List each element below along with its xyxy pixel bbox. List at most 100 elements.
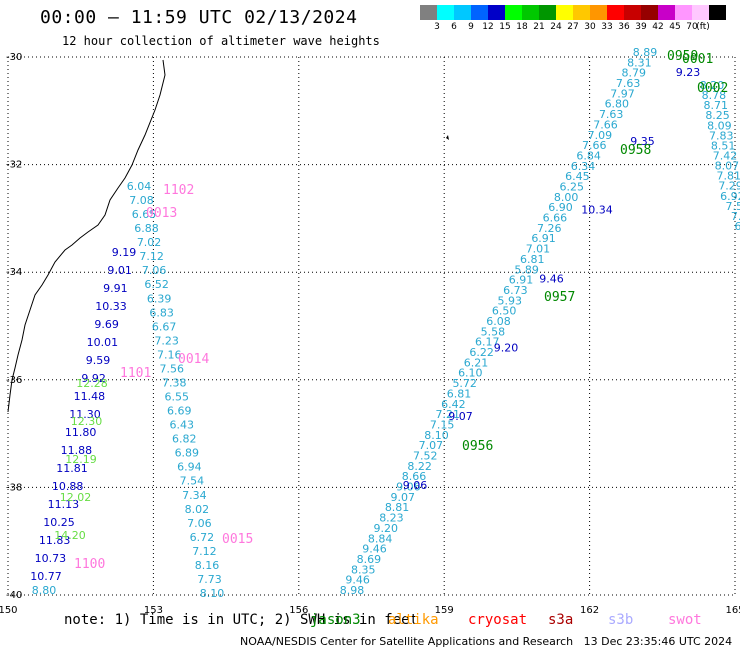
- pass-time-label: 0958: [620, 143, 651, 158]
- swh-label: 9.59: [86, 354, 111, 367]
- swh-label: 6.65: [132, 208, 157, 221]
- swh-label: 7.15: [430, 418, 455, 431]
- scale-label: 42: [652, 22, 664, 32]
- swh-label: 6.21: [464, 356, 489, 369]
- swh-label: 7.83: [709, 129, 734, 142]
- swh-label: 9.92: [81, 372, 106, 385]
- lon-tick-label: 156: [289, 605, 308, 616]
- swh-label: 6.84: [576, 149, 601, 162]
- swh-label: 6.89: [175, 447, 200, 460]
- swh-label: 6.22: [469, 346, 494, 359]
- swh-label: 8.10: [200, 587, 225, 600]
- satellite-name: jason3: [310, 612, 361, 628]
- pass-time-label: 0013: [146, 206, 177, 221]
- swh-label: 5.58: [481, 325, 506, 338]
- swh-label: 8.69: [357, 553, 382, 566]
- swh-label: 6.72: [190, 531, 215, 544]
- swh-label: 12.30: [71, 415, 103, 428]
- swh-label: 7.66: [593, 118, 618, 131]
- swh-label: 6.83: [149, 306, 174, 319]
- swh-label: 11.83: [39, 534, 71, 547]
- lat-tick-label: -32: [6, 160, 22, 171]
- scale-label: 36: [618, 22, 630, 32]
- satellite-name: altika: [388, 612, 439, 628]
- scale-label: 18: [516, 22, 528, 32]
- scale-label: 9: [468, 22, 474, 32]
- swh-label: 7.52: [413, 450, 438, 463]
- swh-label: 8.25: [705, 109, 730, 122]
- swh-label: 8.81: [385, 501, 410, 514]
- scale-swatch: [675, 5, 692, 20]
- swh-label: 7.42: [713, 150, 738, 163]
- map-title: 00:00 – 11:59 UTC 02/13/2024: [40, 7, 358, 28]
- pass-time-label: 0959: [667, 49, 698, 64]
- swh-label: 6: [735, 220, 740, 233]
- scale-swatch: [641, 5, 658, 20]
- swh-label: 8.78: [702, 89, 727, 102]
- scale-swatch: [692, 5, 709, 20]
- swh-label: 8.98: [340, 584, 365, 597]
- scale-label: 39: [635, 22, 647, 32]
- swh-label: 8.66: [402, 470, 427, 483]
- scale-swatch: [437, 5, 454, 20]
- swh-label: 7.29: [718, 180, 740, 193]
- swh-label: 6.92: [720, 190, 740, 203]
- lon-tick-label: 153: [144, 605, 163, 616]
- swh-label: 7.12: [192, 545, 217, 558]
- swh-label: 8.07: [715, 160, 740, 173]
- satellite-name: swot: [668, 612, 702, 628]
- swh-label: 11.80: [65, 426, 97, 439]
- swh-label: 8.16: [195, 559, 220, 572]
- swh-label: 6.43: [170, 419, 195, 432]
- pass-time-label: 1101: [120, 366, 151, 381]
- scale-swatch: [522, 5, 539, 20]
- satellite-name: s3a: [548, 612, 574, 628]
- pass-time-label: 0956: [462, 439, 493, 454]
- swh-label: 7.73: [197, 573, 222, 586]
- scale-label: 3: [434, 22, 440, 32]
- scale-swatch: [624, 5, 641, 20]
- swh-label: 6.67: [152, 320, 177, 333]
- swh-label: 6.39: [147, 292, 172, 305]
- scale-swatch: [471, 5, 488, 20]
- lat-lon-grid: 150 153 156 159 162 165 -30 -32 -34 -36 -38 -40: [0, 52, 740, 616]
- coastline: [7, 59, 166, 413]
- swh-label: 10.34: [581, 204, 613, 217]
- swh-label: 14.20: [54, 529, 86, 542]
- scale-swatch: [709, 5, 726, 20]
- swh-label: 7.: [731, 210, 740, 223]
- swh-label: 9.01: [107, 264, 132, 277]
- scale-swatch: [590, 5, 607, 20]
- swh-label: 12.28: [76, 377, 108, 390]
- swh-label: 8.22: [407, 460, 432, 473]
- swh-label: 8.10: [424, 429, 449, 442]
- scale-swatch: [658, 5, 675, 20]
- swh-label: 8.31: [627, 56, 652, 69]
- swh-label: 6.42: [441, 398, 466, 411]
- swh-label: 8.23: [379, 512, 404, 525]
- swh-label: 7.21: [436, 408, 461, 421]
- swh-label: 7.06: [187, 517, 212, 530]
- map-subtitle: 12 hour collection of altimeter wave hei…: [62, 34, 380, 48]
- generated-timestamp: 13 Dec 23:35:46 UTC 2024: [583, 635, 733, 648]
- swh-label: 8.80: [32, 584, 57, 597]
- swh-label: 6.73: [503, 284, 528, 297]
- footer: NOAA/NESDIS Center for Satellite Applica…: [240, 635, 732, 648]
- scale-swatch: [607, 5, 624, 20]
- swh-label: 8.20: [700, 79, 725, 92]
- scale-label: 15: [499, 22, 511, 32]
- swh-label: 6.50: [492, 305, 517, 318]
- swh-label: 6.45: [565, 170, 590, 183]
- swh-label: 5.89: [514, 263, 539, 276]
- swh-label: 10.33: [95, 300, 127, 313]
- swh-label: 8.02: [185, 503, 210, 516]
- swh-label: 11.88: [61, 444, 93, 457]
- swh-label: 7.06: [142, 264, 167, 277]
- swh-label: 6.08: [486, 315, 511, 328]
- lon-tick-label: 165: [725, 605, 740, 616]
- altimeter-tracks: 6.047.086.656.887.027.127.066.526.396.83…: [30, 46, 740, 600]
- swh-label: 8.00: [554, 191, 579, 204]
- swh-label: 6.81: [520, 253, 545, 266]
- swh-label: 12.19: [65, 453, 97, 466]
- satellite-name: s3b: [608, 612, 634, 628]
